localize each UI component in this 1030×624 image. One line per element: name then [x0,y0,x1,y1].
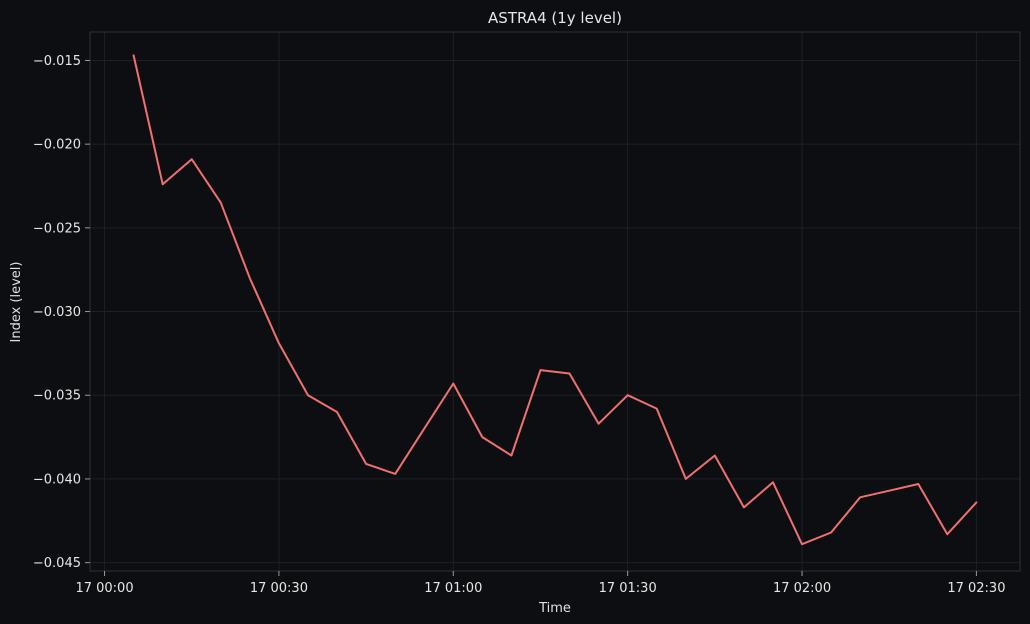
y-axis-label: Index (level) [9,262,24,343]
data-point [946,533,948,535]
data-point [394,473,396,475]
data-point [278,342,280,344]
series-group [132,54,978,546]
y-axis: −0.015 −0.020 −0.025 −0.030 −0.035 −0.040 −0.0… [33,54,90,571]
x-tick-label: 17 02:00 [773,581,831,596]
data-point [133,54,135,56]
data-point [452,383,454,385]
data-point [801,543,803,545]
x-tick-label: 17 00:00 [75,581,133,596]
y-tick-label: −0.045 [33,556,81,571]
x-axis-label: Time [538,601,571,616]
data-point [859,496,861,498]
data-point [888,490,890,492]
data-point [598,423,600,425]
grid [90,32,1020,571]
data-point [975,501,977,503]
data-point [336,411,338,413]
data-point [220,202,222,204]
data-point [191,158,193,160]
y-tick-label: −0.040 [33,472,81,487]
x-tick-label: 17 00:30 [250,581,308,596]
data-point [743,506,745,508]
y-tick-label: −0.020 [33,138,81,153]
y-tick-label: −0.030 [33,305,81,320]
data-point [569,372,571,374]
data-point [627,394,629,396]
data-point [830,532,832,534]
data-point [307,394,309,396]
y-tick-label: −0.025 [33,221,81,236]
data-point [249,277,251,279]
x-tick-label: 17 01:00 [424,581,482,596]
data-point [917,483,919,485]
data-point [423,428,425,430]
plot-frame [89,31,1021,572]
chart-title: ASTRA4 (1y level) [488,9,622,27]
x-tick-label: 17 02:30 [947,581,1005,596]
data-point [685,478,687,480]
x-tick-label: 17 01:30 [599,581,657,596]
data-point [365,463,367,465]
data-point [656,408,658,410]
series-line [132,54,978,546]
data-point [772,481,774,483]
y-tick-label: −0.035 [33,389,81,404]
data-point [539,369,541,371]
data-point [162,183,164,185]
data-point [510,455,512,457]
data-point [714,455,716,457]
x-axis: 17 00:00 17 00:30 17 01:00 17 01:30 17 02:00… [75,571,1005,596]
data-point [481,436,483,438]
y-tick-label: −0.015 [33,54,81,69]
